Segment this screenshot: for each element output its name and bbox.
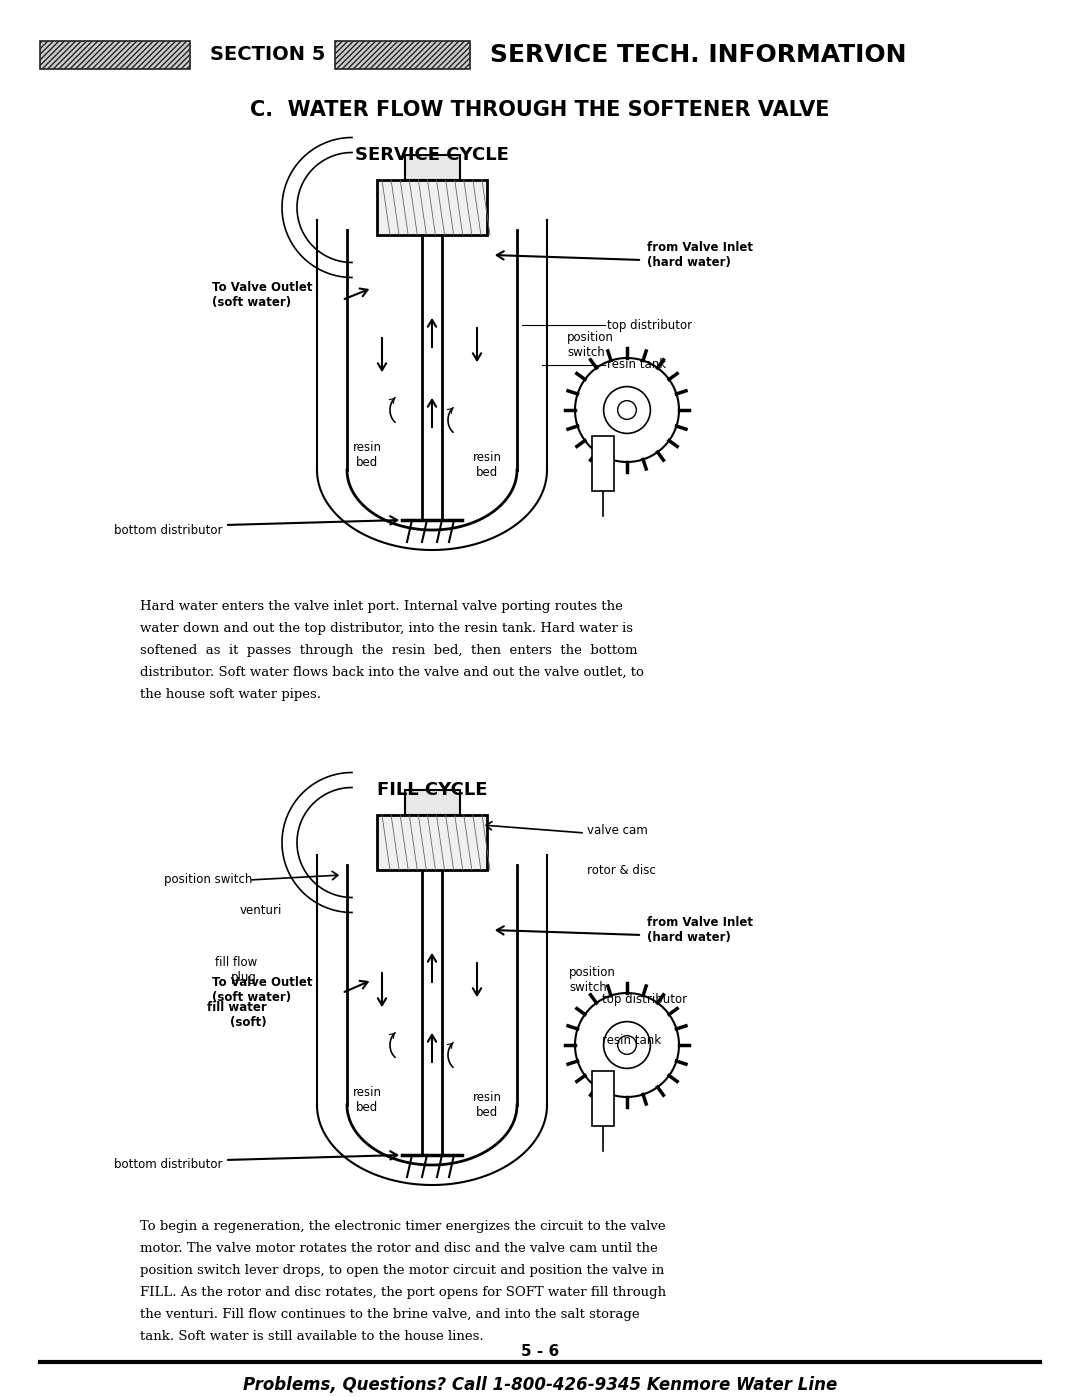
Text: softened  as  it  passes  through  the  resin  bed,  then  enters  the  bottom: softened as it passes through the resin … bbox=[140, 644, 638, 657]
Text: tank. Soft water is still available to the house lines.: tank. Soft water is still available to t… bbox=[140, 1330, 484, 1343]
Bar bbox=[377, 180, 487, 235]
Text: the house soft water pipes.: the house soft water pipes. bbox=[140, 687, 322, 701]
Text: rotor & disc: rotor & disc bbox=[588, 863, 656, 876]
Text: top distributor: top distributor bbox=[607, 319, 692, 331]
Text: FILL. As the rotor and disc rotates, the port opens for SOFT water fill through: FILL. As the rotor and disc rotates, the… bbox=[140, 1287, 666, 1299]
Text: the venturi. Fill flow continues to the brine valve, and into the salt storage: the venturi. Fill flow continues to the … bbox=[140, 1308, 640, 1322]
Bar bbox=[592, 1071, 615, 1126]
Text: resin tank: resin tank bbox=[602, 1034, 661, 1046]
Text: SERVICE TECH. INFORMATION: SERVICE TECH. INFORMATION bbox=[490, 43, 906, 67]
Text: bottom distributor: bottom distributor bbox=[113, 1158, 222, 1172]
Text: venturi: venturi bbox=[240, 904, 282, 916]
Text: FILL CYCLE: FILL CYCLE bbox=[377, 781, 487, 799]
Text: resin
bed: resin bed bbox=[352, 1085, 381, 1113]
Bar bbox=[335, 41, 470, 68]
Text: from Valve Inlet
(hard water): from Valve Inlet (hard water) bbox=[647, 916, 753, 944]
Text: Hard water enters the valve inlet port. Internal valve porting routes the: Hard water enters the valve inlet port. … bbox=[140, 599, 623, 613]
Text: Problems, Questions? Call 1-800-426-9345 Kenmore Water Line: Problems, Questions? Call 1-800-426-9345… bbox=[243, 1376, 837, 1394]
Text: To Valve Outlet
(soft water): To Valve Outlet (soft water) bbox=[212, 977, 312, 1004]
Bar bbox=[405, 789, 459, 814]
Text: SECTION 5: SECTION 5 bbox=[210, 46, 325, 64]
Text: bottom distributor: bottom distributor bbox=[113, 524, 222, 536]
Text: To begin a regeneration, the electronic timer energizes the circuit to the valve: To begin a regeneration, the electronic … bbox=[140, 1220, 666, 1234]
Bar bbox=[405, 155, 459, 180]
Text: 5 - 6: 5 - 6 bbox=[521, 1344, 559, 1359]
Text: resin
bed: resin bed bbox=[352, 441, 381, 469]
Text: water down and out the top distributor, into the resin tank. Hard water is: water down and out the top distributor, … bbox=[140, 622, 633, 636]
Bar bbox=[377, 814, 487, 870]
Text: valve cam: valve cam bbox=[588, 823, 648, 837]
Text: distributor. Soft water flows back into the valve and out the valve outlet, to: distributor. Soft water flows back into … bbox=[140, 666, 645, 679]
Text: position switch lever drops, to open the motor circuit and position the valve in: position switch lever drops, to open the… bbox=[140, 1264, 664, 1277]
Text: resin
bed: resin bed bbox=[473, 1091, 501, 1119]
Text: motor. The valve motor rotates the rotor and disc and the valve cam until the: motor. The valve motor rotates the rotor… bbox=[140, 1242, 658, 1255]
Text: position switch: position switch bbox=[164, 873, 252, 887]
Bar bbox=[40, 41, 190, 68]
Bar bbox=[592, 436, 615, 490]
Text: SERVICE CYCLE: SERVICE CYCLE bbox=[355, 147, 509, 163]
Text: position
switch: position switch bbox=[567, 331, 613, 359]
Text: To Valve Outlet
(soft water): To Valve Outlet (soft water) bbox=[212, 281, 312, 309]
Text: fill flow
plug: fill flow plug bbox=[215, 956, 257, 983]
Text: top distributor: top distributor bbox=[602, 993, 687, 1006]
Text: C.  WATER FLOW THROUGH THE SOFTENER VALVE: C. WATER FLOW THROUGH THE SOFTENER VALVE bbox=[251, 101, 829, 120]
Text: from Valve Inlet
(hard water): from Valve Inlet (hard water) bbox=[647, 242, 753, 270]
Text: resin
bed: resin bed bbox=[473, 451, 501, 479]
Text: position
switch: position switch bbox=[569, 965, 616, 995]
Text: fill water
(soft): fill water (soft) bbox=[207, 1002, 267, 1030]
Text: resin tank: resin tank bbox=[607, 359, 666, 372]
